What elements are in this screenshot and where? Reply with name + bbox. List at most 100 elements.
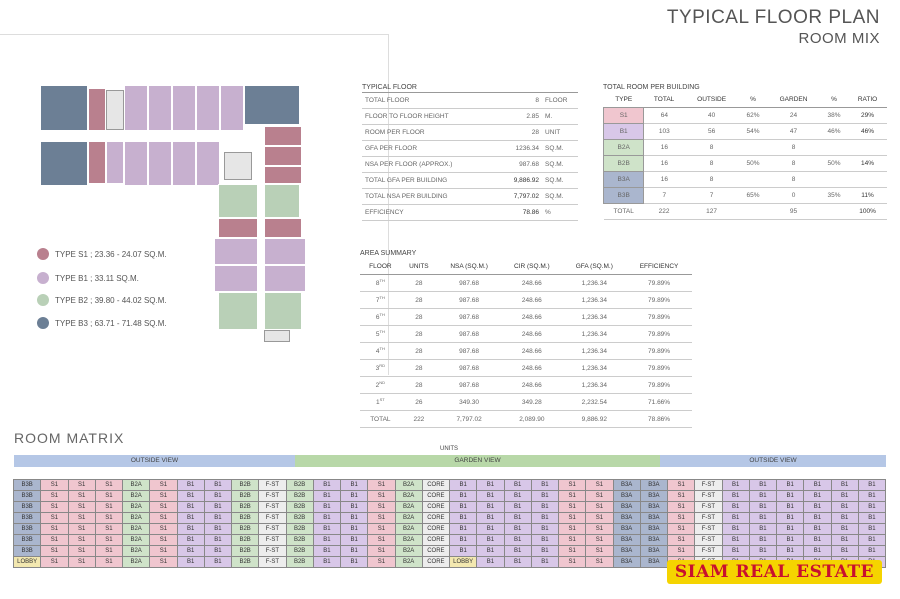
garden-pct-cell (819, 139, 849, 156)
gfa-cell: 1,236.34 (562, 376, 627, 394)
matrix-cell: S1 (149, 556, 178, 568)
outside-cell: 8 (684, 139, 739, 156)
plan-unit (244, 85, 300, 125)
plan-unit (218, 218, 258, 238)
row-unit: UNIT (542, 124, 578, 141)
plan-unit (148, 141, 172, 186)
legend-swatch (37, 317, 49, 329)
row-unit: SQ.M. (542, 140, 578, 157)
row-unit: FLOOR (542, 93, 578, 109)
ratio-cell: 100% (848, 203, 887, 220)
matrix-cell: B1 (176, 556, 205, 568)
matrix-cell: B1 (530, 556, 559, 568)
gfa-cell: 2,232.54 (562, 393, 627, 411)
row-value: 8 (498, 93, 542, 109)
table-row: 5TH 28 987.68 248.66 1,236.34 79.89% (360, 325, 692, 343)
legend-swatch (37, 272, 49, 284)
plan-core (264, 330, 290, 342)
plan-unit (40, 85, 88, 131)
outside-pct-cell: 54% (738, 123, 768, 140)
floor-cell: 7TH (360, 291, 401, 309)
units-cell: 28 (400, 325, 438, 343)
ratio-cell: 14% (848, 155, 887, 172)
table-row: 7TH 28 987.68 248.66 1,236.34 79.89% (360, 291, 692, 309)
row-value: 78.86 (498, 204, 542, 221)
table-row: S1 64 40 62% 24 38% 29% (602, 107, 887, 124)
floor-suffix: RD (379, 363, 386, 369)
floor-cell: 2ND (360, 376, 401, 394)
area-summary-section: AREA SUMMARY FLOOR UNITS NSA (SQ.M.) CIR (S… (360, 250, 692, 428)
garden-pct-cell (819, 203, 849, 220)
matrix-cell: B1 (503, 556, 532, 568)
legend-item: TYPE B3 ; 63.71 - 71.48 SQ.M. (37, 317, 167, 329)
matrix-cell: B2A (394, 556, 423, 568)
cir-cell: 349.28 (501, 393, 563, 411)
column-header: GARDEN (767, 92, 820, 108)
legend-label: TYPE S1 ; 23.36 - 24.07 SQ.M. (55, 249, 167, 259)
efficiency-cell: 79.89% (626, 325, 692, 343)
row-value: 1236.34 (498, 140, 542, 157)
row-value: 987.68 (498, 156, 542, 173)
plan-unit (264, 265, 306, 292)
matrix-cell: B1 (340, 556, 369, 568)
row-label: TOTAL GFA PER BUILDING (362, 172, 498, 189)
ratio-cell: 11% (848, 187, 887, 204)
plan-unit (196, 141, 220, 186)
garden-pct-cell: 35% (819, 187, 849, 204)
matrix-cell: S1 (558, 556, 587, 568)
plan-unit (88, 141, 106, 184)
cir-cell: 248.66 (501, 308, 563, 326)
matrix-cell: S1 (40, 556, 69, 568)
matrix-row: B3B S1 S1 S1 B2A S1 B1 B1 B2B F-ST B2B B1 B1 S1 B2A COR… (13, 545, 886, 557)
legend-label: TYPE B1 ; 33.11 SQ.M. (55, 273, 139, 283)
matrix-cell: F-ST (258, 556, 287, 568)
table-row: 3RD 28 987.68 248.66 1,236.34 79.89% (360, 359, 692, 377)
plan-unit (264, 184, 300, 218)
garden-cell: 8 (767, 171, 820, 188)
table-row: TOTAL GFA PER BUILDING 9,886.92 SQ.M. (362, 172, 578, 189)
total-cell: 16 (643, 139, 685, 156)
outside-pct-cell: 65% (738, 187, 768, 204)
row-label: EFFICIENCY (362, 204, 498, 221)
cir-cell: 248.66 (501, 291, 563, 309)
matrix-cell: S1 (67, 556, 96, 568)
row-unit: SQ.M. (542, 156, 578, 173)
typical-floor-section: TYPICAL FLOOR TOTAL FLOOR 8 FLOOR FLOOR TO … (362, 84, 578, 221)
matrix-cell: B2B (231, 556, 260, 568)
plan-unit (264, 166, 302, 184)
floor-cell: TOTAL (360, 410, 401, 428)
table-row: TOTAL NSA PER BUILDING 7,797.02 SQ.M. (362, 188, 578, 205)
total-cell: 16 (643, 155, 685, 172)
garden-pct-cell: 46% (819, 123, 849, 140)
garden-cell: 24 (767, 107, 820, 124)
room-matrix-title: ROOM MATRIX (14, 430, 125, 446)
garden-cell: 47 (767, 123, 820, 140)
efficiency-cell: 79.89% (626, 274, 692, 292)
view-band-outside-left: OUTSIDE VIEW (14, 455, 295, 467)
table-row: TOTAL FLOOR 8 FLOOR (362, 93, 578, 109)
column-header: RATIO (848, 92, 887, 108)
floor-suffix: TH (379, 278, 385, 284)
garden-cell: 0 (767, 187, 820, 204)
table-row: TOTAL 222 127 95 100% (603, 203, 887, 220)
table-row: ROOM PER FLOOR 28 UNIT (362, 124, 578, 141)
typical-floor-table: TOTAL FLOOR 8 FLOOR FLOOR TO FLOOR HEIGHT 2.… (362, 93, 578, 221)
page-title-block: TYPICAL FLOOR PLAN ROOM MIX (667, 6, 880, 48)
plan-unit (106, 141, 124, 184)
plan-unit (220, 85, 244, 131)
row-value: 2.85 (498, 108, 542, 125)
row-label: TOTAL NSA PER BUILDING (362, 188, 498, 205)
cir-cell: 2,089.90 (501, 410, 563, 428)
efficiency-cell: 79.89% (626, 308, 692, 326)
ratio-cell (848, 139, 887, 156)
nsa-cell: 987.68 (437, 308, 502, 326)
cir-cell: 248.66 (501, 274, 563, 292)
table-row: 6TH 28 987.68 248.66 1,236.34 79.89% (360, 308, 692, 326)
floor-suffix: ST (379, 397, 385, 403)
row-label: ROOM PER FLOOR (362, 124, 498, 141)
floor-suffix: TH (379, 312, 385, 318)
row-unit: SQ.M. (542, 172, 578, 189)
legend-swatch (37, 248, 49, 260)
plan-unit (148, 85, 172, 131)
matrix-cell: B1 (312, 556, 341, 568)
